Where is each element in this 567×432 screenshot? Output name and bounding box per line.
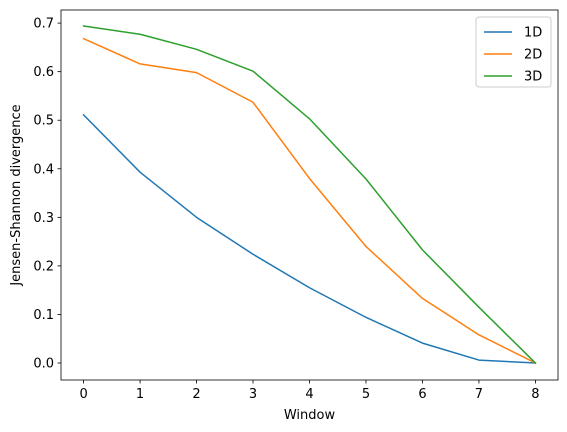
x-tick-label: 8	[531, 387, 539, 402]
legend-label-1d: 1D	[524, 26, 542, 41]
x-tick-label: 7	[475, 387, 483, 402]
x-tick-label: 5	[362, 387, 370, 402]
legend-box	[475, 16, 552, 88]
x-tick-label: 0	[79, 387, 87, 402]
y-tick-label: 0.3	[33, 211, 54, 226]
y-tick-label: 0.2	[33, 259, 54, 274]
y-tick-label: 0.0	[33, 357, 54, 372]
series-line-1d	[82, 113, 537, 364]
x-axis-label: Window	[284, 408, 336, 423]
series-line-3d	[82, 25, 537, 365]
legend-label-3d: 3D	[524, 70, 542, 85]
y-tick-label: 0.6	[33, 65, 54, 80]
x-tick-label: 6	[418, 387, 426, 402]
y-tick-label: 0.4	[33, 162, 54, 177]
series-line-2d	[82, 37, 537, 365]
x-tick-label: 3	[249, 387, 257, 402]
legend-label-2d: 2D	[524, 48, 542, 63]
y-axis-label: Jensen-Shannon divergence	[9, 104, 24, 286]
y-tick-label: 0.1	[33, 308, 54, 323]
y-tick-label: 0.7	[33, 17, 54, 32]
legend: 1D 2D 3D	[475, 16, 552, 88]
x-tick-label: 2	[192, 387, 200, 402]
y-tick-label: 0.5	[33, 114, 54, 129]
x-tick-label: 4	[305, 387, 313, 402]
series-lines	[82, 25, 537, 365]
y-axis-ticks: 0.0 0.1 0.2 0.3 0.4 0.5 0.6 0.7	[33, 17, 61, 372]
x-tick-label: 1	[136, 387, 144, 402]
x-axis-ticks: 0 1 2 3 4 5 6 7 8	[79, 380, 540, 402]
